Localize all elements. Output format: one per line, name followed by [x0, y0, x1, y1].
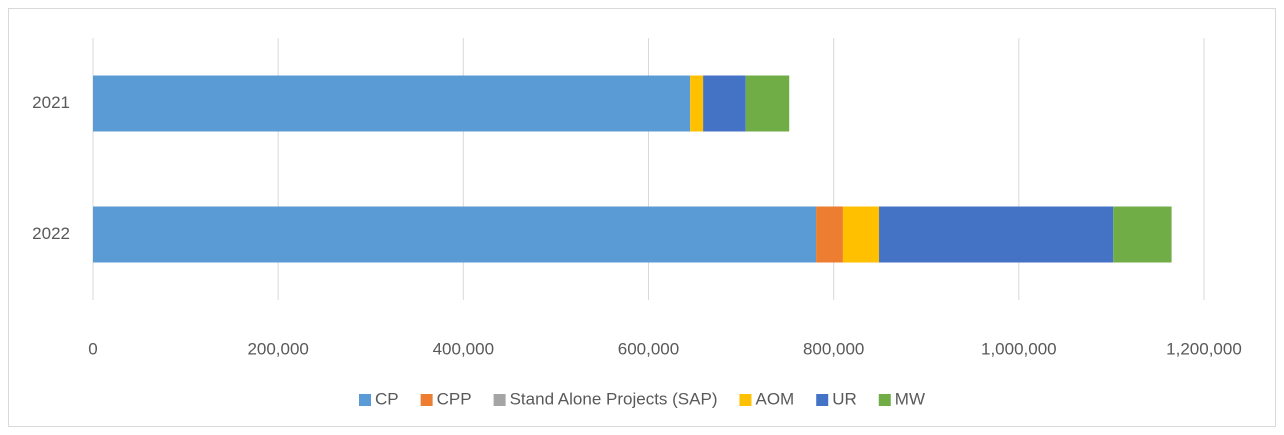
- x-tick-label: 1,000,000: [981, 339, 1057, 358]
- legend-swatch: [493, 394, 506, 406]
- legend-swatch: [420, 394, 433, 406]
- legend-label: Stand Alone Projects (SAP): [510, 389, 718, 408]
- bar-segment: [93, 75, 691, 132]
- legend-swatch: [816, 394, 829, 406]
- bar-segment: [703, 75, 746, 132]
- bar-segment: [816, 206, 843, 263]
- x-tick-label: 400,000: [433, 339, 494, 358]
- y-tick-label: 2022: [32, 224, 70, 243]
- bar-segment: [842, 206, 880, 263]
- bar-segment: [879, 206, 1114, 263]
- legend-label: CP: [375, 389, 399, 408]
- bar-segment: [93, 206, 817, 263]
- bar-segment: [1113, 206, 1172, 263]
- x-tick-label: 0: [88, 339, 97, 358]
- x-tick-label: 200,000: [247, 339, 308, 358]
- x-tick-label: 800,000: [803, 339, 864, 358]
- legend-label: AOM: [755, 389, 794, 408]
- legend-swatch: [739, 394, 752, 406]
- bar-segment: [690, 75, 704, 132]
- y-tick-label: 2021: [32, 93, 70, 112]
- legend-label: UR: [832, 389, 857, 408]
- x-tick-label: 600,000: [618, 339, 679, 358]
- legend-swatch: [878, 394, 891, 406]
- legend-swatch: [359, 394, 371, 406]
- legend-label: MW: [895, 389, 925, 408]
- x-tick-label: 1,200,000: [1166, 339, 1242, 358]
- bar-segment: [745, 75, 790, 132]
- legend-label: CPP: [437, 389, 472, 408]
